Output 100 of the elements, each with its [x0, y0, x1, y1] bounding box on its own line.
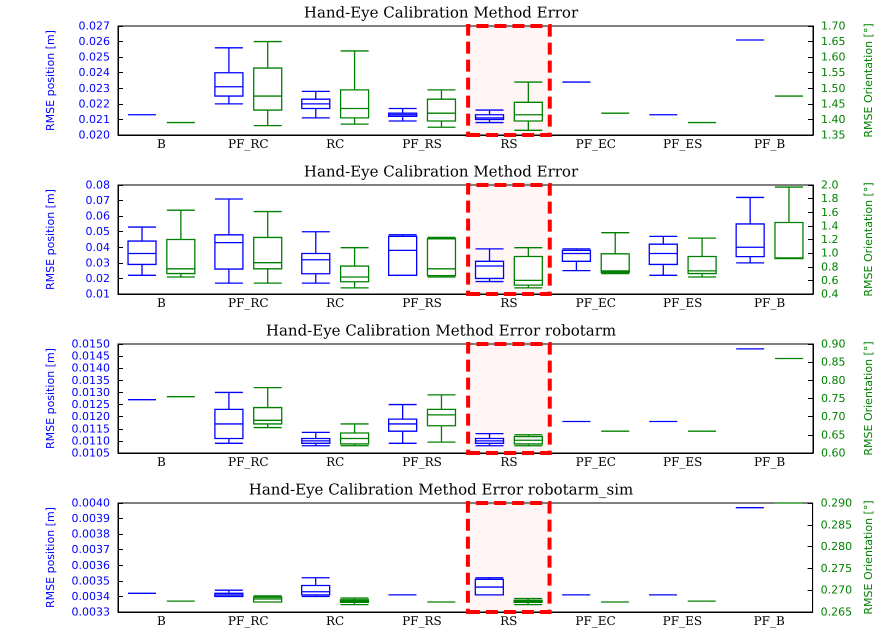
y-tick-label: 0.0150 — [72, 338, 110, 350]
y2-tick-label: 1.2 — [821, 233, 838, 246]
y2-tick-label: 1.35 — [821, 128, 846, 142]
y-tick-label: 0.0038 — [72, 528, 110, 541]
x-tick-label: PF_RS — [402, 296, 442, 310]
y-tick-label: 0.01 — [86, 288, 110, 300]
y-tick-label: 0.0036 — [72, 558, 110, 572]
y-axis-title: RMSE position [m] — [44, 348, 57, 449]
x-tick-label: RS — [500, 296, 518, 310]
x-tick-label: PF_EC — [576, 455, 616, 469]
y2-tick-label: 0.265 — [820, 606, 852, 618]
x-tick-label: PF_RC — [228, 137, 269, 151]
y-axis-title: RMSE position [m] — [44, 30, 57, 131]
y-tick-label: 0.0145 — [72, 350, 110, 363]
x-tick-label: RS — [500, 137, 518, 151]
x-tick-label: PF_ES — [662, 296, 702, 310]
y-tick-label: 0.026 — [78, 35, 110, 48]
y-tick-label: 0.023 — [78, 82, 110, 95]
y2-tick-label: 1.65 — [821, 35, 846, 48]
y-tick-label: 0.02 — [86, 272, 110, 285]
y-tick-label: 0.05 — [86, 225, 110, 238]
x-tick-label: PF_B — [754, 455, 786, 469]
x-tick-label: PF_RC — [228, 614, 269, 628]
x-tick-label: PF_B — [754, 137, 786, 151]
x-tick-label: RC — [326, 455, 344, 469]
y2-tick-label: 0.285 — [820, 518, 852, 532]
y-tick-label: 0.06 — [86, 210, 110, 223]
y-axis-title: RMSE position [m] — [44, 189, 57, 290]
x-tick-label: PF_RS — [402, 614, 442, 628]
chart-title: Hand-Eye Calibration Method Error robotarm_sim — [248, 480, 634, 498]
y2-tick-label: 0.8 — [821, 260, 838, 274]
y2-tick-label: 0.90 — [821, 338, 846, 350]
y2-tick-label: 0.60 — [821, 446, 846, 460]
y2-tick-label: 1.4 — [821, 219, 838, 232]
y-tick-label: 0.022 — [78, 97, 110, 110]
y-tick-label: 0.0120 — [72, 410, 110, 424]
chart-title: Hand-Eye Calibration Method Error — [304, 4, 579, 22]
y-axis-title: RMSE position [m] — [44, 507, 57, 608]
y2-tick-label: 1.50 — [821, 82, 846, 95]
y-tick-label: 0.0125 — [72, 398, 110, 412]
y2-tick-label: 1.8 — [821, 192, 838, 206]
x-tick-label: PF_RS — [402, 455, 442, 469]
x-tick-label: PF_ES — [662, 137, 702, 151]
y2-tick-label: 0.290 — [820, 496, 852, 510]
y2-tick-label: 1.70 — [821, 20, 846, 32]
x-tick-label: PF_ES — [662, 614, 702, 628]
y-tick-label: 0.0039 — [72, 512, 110, 526]
x-tick-label: PF_EC — [576, 296, 616, 310]
x-tick-label: B — [157, 614, 166, 628]
y2-tick-label: 1.45 — [821, 97, 846, 110]
x-tick-label: B — [157, 296, 166, 310]
y2-tick-label: 1.55 — [821, 66, 846, 80]
y-tick-label: 0.024 — [78, 66, 110, 80]
y-tick-label: 0.0105 — [72, 446, 110, 460]
y2-tick-label: 2.0 — [821, 178, 838, 192]
y2-tick-label: 1.6 — [821, 206, 838, 219]
x-tick-label: PF_RC — [228, 455, 269, 469]
y-tick-label: 0.0040 — [72, 496, 110, 510]
y2-tick-label: 1.60 — [821, 50, 846, 64]
x-tick-label: RC — [326, 137, 344, 151]
x-tick-label: PF_B — [754, 296, 786, 310]
y-tick-label: 0.0037 — [72, 543, 110, 556]
x-tick-label: RC — [326, 296, 344, 310]
chart-title: Hand-Eye Calibration Method Error robotarm — [266, 322, 616, 340]
y2-tick-label: 0.280 — [820, 540, 852, 554]
y-tick-label: 0.07 — [86, 194, 110, 208]
y2-axis-title: RMSE Orientation [°] — [862, 500, 875, 615]
y-tick-label: 0.0140 — [72, 362, 110, 375]
y-tick-label: 0.04 — [86, 240, 110, 254]
y2-tick-label: 0.70 — [821, 410, 846, 424]
y-tick-label: 0.020 — [78, 128, 110, 142]
x-tick-label: B — [157, 137, 166, 151]
y2-tick-label: 1.0 — [821, 246, 838, 260]
y2-tick-label: 0.275 — [820, 562, 852, 575]
x-tick-label: PF_RC — [228, 296, 269, 310]
y-tick-label: 0.0034 — [72, 590, 110, 603]
y-tick-label: 0.0115 — [72, 422, 110, 436]
y2-tick-label: 0.85 — [821, 356, 846, 369]
x-tick-label: RC — [326, 614, 344, 628]
x-tick-label: PF_B — [754, 614, 785, 628]
x-tick-label: B — [157, 455, 166, 469]
x-tick-label: PF_RS — [402, 137, 442, 151]
y2-tick-label: 0.75 — [821, 392, 846, 405]
x-tick-label: PF_EC — [576, 137, 616, 151]
chart-title: Hand-Eye Calibration Method Error — [304, 162, 579, 180]
y2-tick-label: 0.6 — [821, 274, 838, 287]
y-tick-label: 0.08 — [86, 178, 110, 192]
y2-axis-title: RMSE Orientation [°] — [862, 23, 875, 138]
y-tick-label: 0.0135 — [72, 374, 110, 387]
x-tick-label: PF_EC — [575, 614, 616, 628]
y2-tick-label: 0.65 — [821, 428, 846, 442]
y-tick-label: 0.025 — [78, 50, 110, 64]
x-tick-label: PF_ES — [662, 455, 702, 469]
y-tick-label: 0.03 — [86, 256, 110, 270]
y-tick-label: 0.0110 — [72, 434, 110, 448]
y2-axis-title: RMSE Orientation [°] — [862, 341, 875, 456]
y-tick-label: 0.027 — [78, 20, 110, 32]
x-tick-label: RS — [500, 455, 518, 469]
y-tick-label: 0.0033 — [72, 606, 110, 618]
x-tick-label: RS — [500, 614, 518, 628]
